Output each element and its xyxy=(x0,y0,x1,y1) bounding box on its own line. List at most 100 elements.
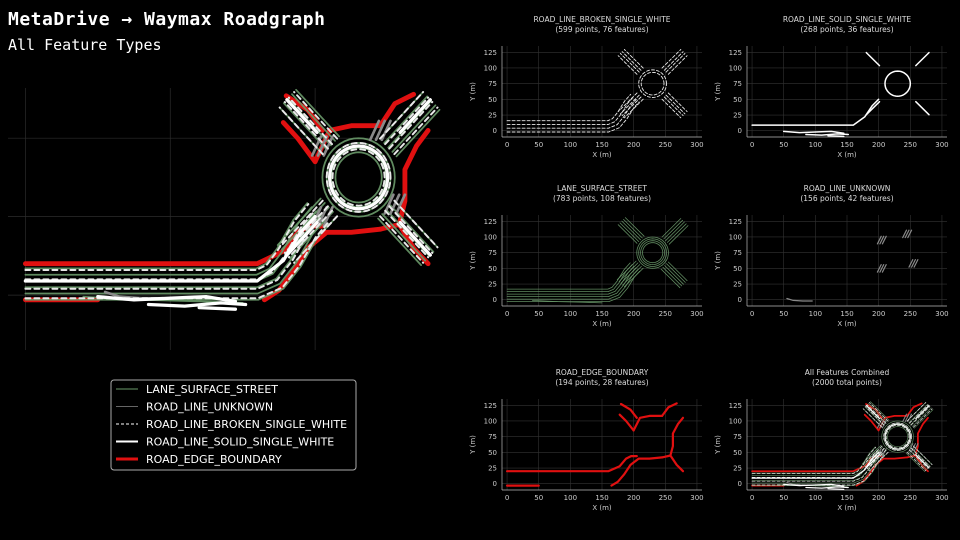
x-tick-label: 300 xyxy=(690,141,703,149)
series-broken-line xyxy=(906,451,927,472)
series-unknown-line xyxy=(881,448,887,457)
series-solid-line xyxy=(96,295,238,304)
series-edge-line xyxy=(377,91,417,129)
y-axis-label: Y (m) xyxy=(714,82,722,102)
series-lane-line xyxy=(622,266,642,286)
series-unknown-line xyxy=(322,135,334,157)
series-lane-line xyxy=(391,104,437,153)
series-broken-line xyxy=(506,101,640,133)
series-lane-line xyxy=(24,206,313,276)
series-solid-line xyxy=(865,100,881,116)
series-lane-line xyxy=(395,108,441,158)
series-lane-line xyxy=(24,223,330,301)
series-broken-line xyxy=(393,199,439,249)
x-tick-label: 250 xyxy=(659,310,672,318)
series-unknown-line xyxy=(368,119,381,142)
x-tick-label: 300 xyxy=(690,494,703,502)
series-broken-line xyxy=(667,92,688,113)
chart-title: LANE_SURFACE_STREET xyxy=(557,184,647,193)
series-unknown-line xyxy=(879,419,885,429)
series-lane-line xyxy=(619,222,640,242)
x-tick-label: 300 xyxy=(935,494,948,502)
series-edge-line xyxy=(283,93,325,133)
y-tick-label: 100 xyxy=(484,233,497,241)
series-edge-line xyxy=(661,402,678,417)
series-lane-line xyxy=(381,213,427,262)
series-unknown-line xyxy=(881,235,887,245)
series-broken-line xyxy=(283,101,329,150)
series-broken-line xyxy=(862,408,883,428)
series-lane-line xyxy=(665,221,685,242)
x-axis-label: X (m) xyxy=(837,151,857,159)
series-lane-line xyxy=(616,260,637,281)
series-solid-line xyxy=(751,98,880,126)
series-lane-line xyxy=(624,267,644,288)
series-solid-line xyxy=(865,405,881,420)
series-edge-line xyxy=(669,454,685,473)
series-broken-line xyxy=(862,445,883,465)
x-tick-label: 200 xyxy=(872,310,885,318)
series-lane-line xyxy=(506,262,631,290)
y-tick-label: 100 xyxy=(484,417,497,425)
y-tick-label: 100 xyxy=(729,64,742,72)
series-broken-line xyxy=(906,402,927,422)
y-tick-label: 75 xyxy=(488,80,497,88)
x-tick-label: 200 xyxy=(872,141,885,149)
series-broken-line xyxy=(379,91,425,140)
series-lane-line xyxy=(280,202,326,251)
series-lane-line xyxy=(866,404,886,425)
series-broken-line xyxy=(278,106,324,156)
y-tick-label: 25 xyxy=(488,112,497,120)
series-unknown-line xyxy=(876,235,882,245)
x-tick-label: 250 xyxy=(904,310,917,318)
chart-title: All Features Combined xyxy=(805,368,890,377)
series-unknown-line xyxy=(907,413,913,423)
series-lane-line xyxy=(907,450,928,471)
series-lane-line xyxy=(660,268,681,289)
series-unknown-line xyxy=(913,443,919,452)
series-lane-line xyxy=(909,449,929,469)
x-tick-label: 150 xyxy=(840,310,853,318)
x-tick-label: 50 xyxy=(779,494,788,502)
series-solid-line xyxy=(751,451,880,479)
chart-subtitle: (783 points, 108 features) xyxy=(553,194,651,203)
legend-label: ROAD_LINE_UNKNOWN xyxy=(146,401,273,414)
x-tick-label: 200 xyxy=(627,494,640,502)
series-lane-line xyxy=(617,224,638,244)
series-lane-line xyxy=(642,242,664,264)
chart-subtitle: (599 points, 76 features) xyxy=(555,25,648,34)
series-solid-line xyxy=(398,220,432,257)
y-tick-label: 100 xyxy=(729,233,742,241)
x-tick-label: 250 xyxy=(659,141,672,149)
chart-panel-broken: 0 50 100 150 200 250 300 0 25 50 75 100 125 X (m) Y (m… xyxy=(469,15,704,159)
y-tick-label: 125 xyxy=(484,402,497,410)
series-solid-line xyxy=(805,486,849,489)
x-tick-label: 50 xyxy=(779,310,788,318)
series-unknown-line xyxy=(902,413,907,423)
series-broken-line xyxy=(24,203,310,271)
y-tick-label: 0 xyxy=(493,127,497,135)
series-broken-line xyxy=(866,449,887,469)
series-lane-line xyxy=(532,300,603,304)
y-tick-label: 25 xyxy=(488,465,497,473)
series-lane-line xyxy=(623,219,643,239)
series-solid-line xyxy=(398,98,432,135)
chart-panel-unknown: 0 50 100 150 200 250 300 0 25 50 75 100 125 X (m) Y (m… xyxy=(714,184,949,328)
series-lane-line xyxy=(869,401,890,421)
chart-title: ROAD_LINE_SOLID_SINGLE_WHITE xyxy=(783,15,912,24)
series-lane-line xyxy=(662,266,683,287)
chart-title: ROAD_EDGE_BOUNDARY xyxy=(556,368,649,377)
series-unknown-line xyxy=(881,264,887,273)
series-edge-line xyxy=(619,402,638,419)
series-broken-line xyxy=(293,215,339,264)
series-unknown-line xyxy=(879,264,885,273)
legend-label: LANE_SURFACE_STREET xyxy=(146,383,278,396)
y-tick-label: 125 xyxy=(729,218,742,226)
series-broken-line xyxy=(623,98,644,119)
x-tick-label: 200 xyxy=(872,494,885,502)
series-lane-line xyxy=(621,220,641,241)
page-subtitle: All Feature Types xyxy=(8,36,162,54)
series-broken-line xyxy=(912,445,933,465)
series-lane-line xyxy=(638,238,667,267)
series-broken-line xyxy=(388,205,434,254)
